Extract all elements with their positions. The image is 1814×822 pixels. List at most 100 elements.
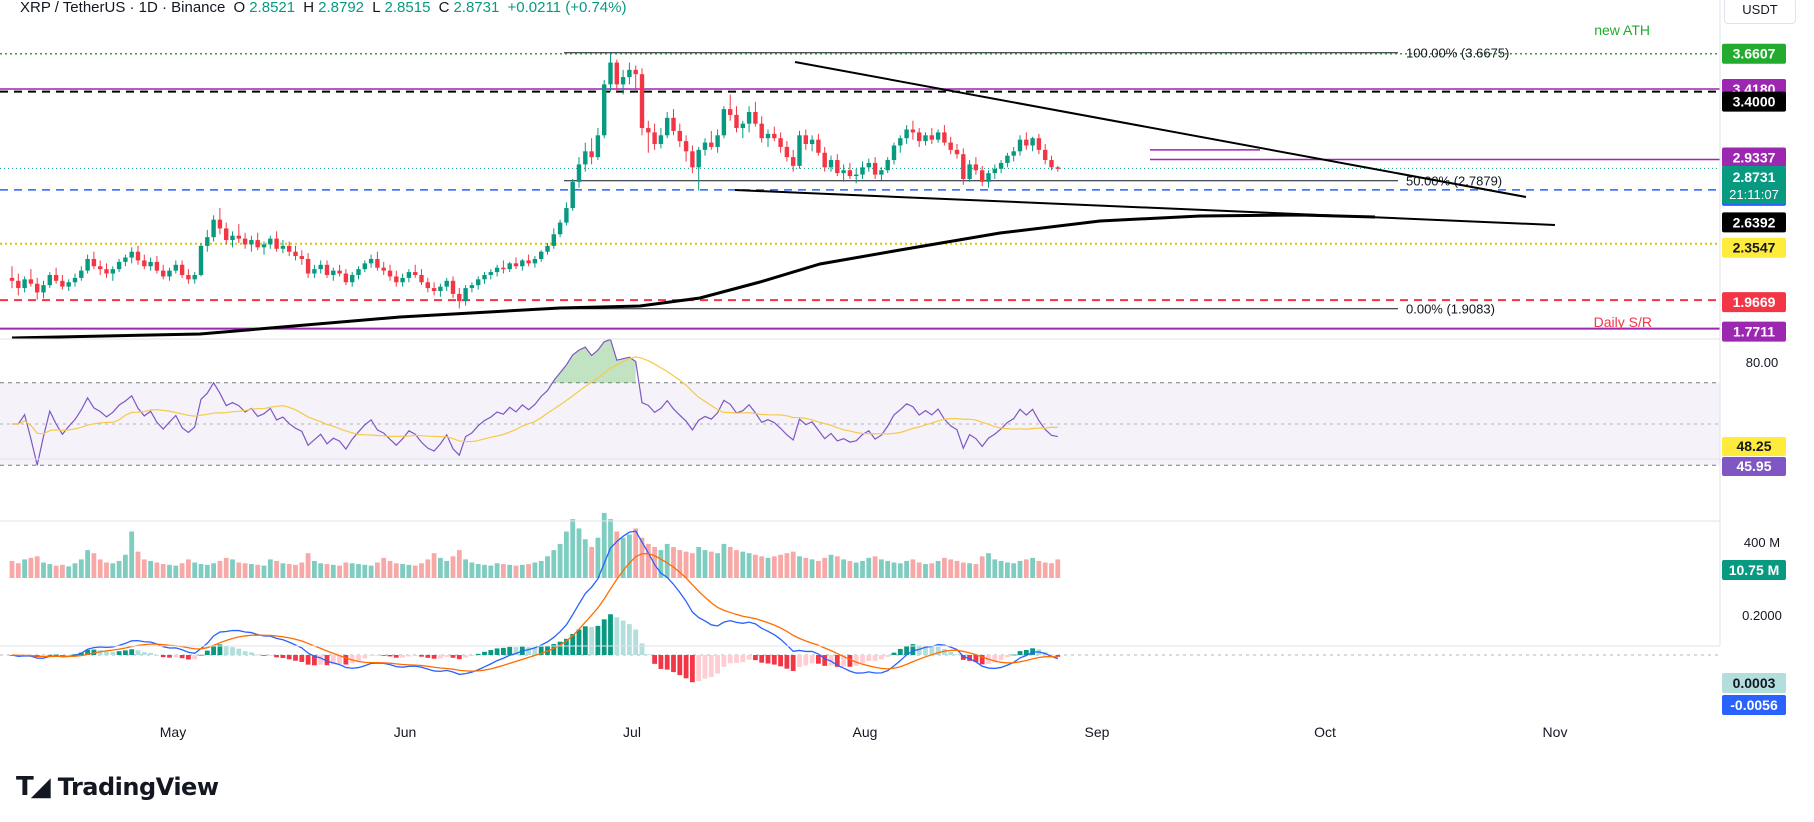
candle-body — [501, 267, 506, 270]
macd-histogram-bar — [362, 655, 368, 659]
time-tick-may: May — [160, 724, 186, 740]
candle-body — [381, 267, 386, 271]
signal-line — [11, 552, 1058, 672]
volume-badge — [1722, 560, 1786, 580]
macd-histogram-bar — [293, 655, 298, 661]
volume-bar — [368, 565, 374, 578]
candle-body — [746, 112, 752, 124]
candle-body — [961, 154, 966, 179]
volume-bar — [85, 550, 90, 578]
volume-bar — [47, 564, 53, 578]
macd-histogram-bar — [727, 655, 733, 664]
volume-bar — [419, 563, 424, 578]
volume-bar — [721, 543, 727, 578]
volume-bar — [576, 528, 582, 578]
macd-histogram-bar — [412, 655, 418, 656]
time-tick-aug: Aug — [853, 724, 878, 740]
volume-bar — [696, 547, 702, 578]
volume-bar — [305, 553, 311, 578]
macd-histogram-bar — [236, 648, 242, 655]
macd-histogram-bar — [633, 629, 639, 655]
candle-body — [683, 141, 689, 152]
macd-histogram-bar — [746, 655, 752, 660]
macd-histogram-bar — [318, 655, 324, 665]
volume-bar — [173, 565, 179, 578]
macd-histogram-bar — [841, 655, 846, 667]
macd-histogram-bar — [368, 655, 374, 656]
macd-histogram-bar — [847, 655, 853, 667]
volume-bar — [148, 560, 153, 578]
macd-histogram-bar — [312, 655, 317, 666]
volume-bar — [463, 559, 468, 578]
macd-histogram-bar — [1011, 654, 1017, 656]
volume-bar — [960, 562, 966, 578]
macd-histogram-bar — [494, 648, 500, 655]
currency-button[interactable]: USDT — [1724, 0, 1796, 24]
volume-bar — [501, 564, 506, 578]
volume-bar — [274, 560, 279, 578]
volume-bar — [620, 537, 626, 578]
volume-bar — [66, 566, 72, 578]
open-value: 2.8521 — [249, 0, 296, 16]
volume-bar — [866, 557, 872, 578]
macd-histogram-bar — [734, 655, 739, 663]
candle-body — [362, 263, 367, 270]
volume-bar — [998, 560, 1004, 578]
macd-histogram-bar — [822, 655, 828, 666]
time-tick-jul: Jul — [623, 724, 641, 740]
volume-bar — [494, 563, 500, 578]
candle-body — [709, 142, 714, 147]
volume-bar — [658, 550, 664, 578]
volume-bar — [986, 553, 991, 578]
symbol-name[interactable]: XRP / TetherUS · 1D · Binance — [20, 0, 226, 16]
macd-histogram-bar — [923, 645, 928, 655]
volume-bar — [412, 565, 418, 578]
change-value: +0.0211 (+0.74%) — [507, 0, 627, 16]
candle-body — [406, 272, 412, 278]
candle-body — [772, 133, 777, 139]
macd-histogram-bar — [261, 655, 267, 656]
volume-bar — [192, 562, 198, 578]
macd-histogram-bar — [343, 655, 349, 665]
candle-body — [324, 264, 330, 275]
candle-body — [570, 181, 575, 209]
volume-bar — [362, 564, 368, 578]
candle-body — [910, 129, 916, 133]
volume-bar — [942, 557, 947, 578]
volume-bar — [72, 563, 78, 578]
price-label: 2.6392 — [1733, 214, 1776, 230]
candle-body — [759, 123, 764, 139]
macd-histogram-bar — [141, 652, 147, 655]
macd-histogram-bar — [406, 655, 412, 657]
price-label: 3.6607 — [1733, 46, 1776, 62]
candle-body — [734, 114, 739, 129]
volume-bar — [979, 556, 985, 578]
volume-bar — [822, 557, 828, 578]
rsi-band — [0, 382, 1720, 466]
macd-histogram-bar — [652, 655, 657, 664]
tradingview-logo[interactable]: T◢ TradingView — [16, 772, 219, 802]
candle-body — [841, 170, 846, 174]
time-axis: May Jun Jul Aug Sep Oct Nov — [0, 0, 1721, 740]
candle-body — [444, 280, 449, 287]
volume-bar — [614, 531, 620, 578]
macd-histogram-bar — [620, 620, 626, 655]
daily-sr-note: Daily S/R — [1594, 314, 1652, 330]
volume-bar — [809, 559, 815, 578]
volume-bar — [123, 554, 128, 578]
candle-body — [803, 135, 808, 145]
volume-bar — [444, 560, 450, 578]
volume-bar — [154, 562, 160, 578]
candle-body — [230, 235, 235, 241]
time-tick-oct: Oct — [1314, 724, 1336, 740]
candle-body — [110, 269, 115, 274]
volume-bar — [910, 559, 916, 578]
candle-body — [507, 263, 512, 270]
candle-body — [728, 109, 733, 115]
macd-histogram-bar — [797, 655, 802, 668]
candle-body — [929, 135, 934, 140]
macd-histogram-bar — [904, 645, 909, 655]
macd-histogram-bar — [954, 654, 960, 656]
